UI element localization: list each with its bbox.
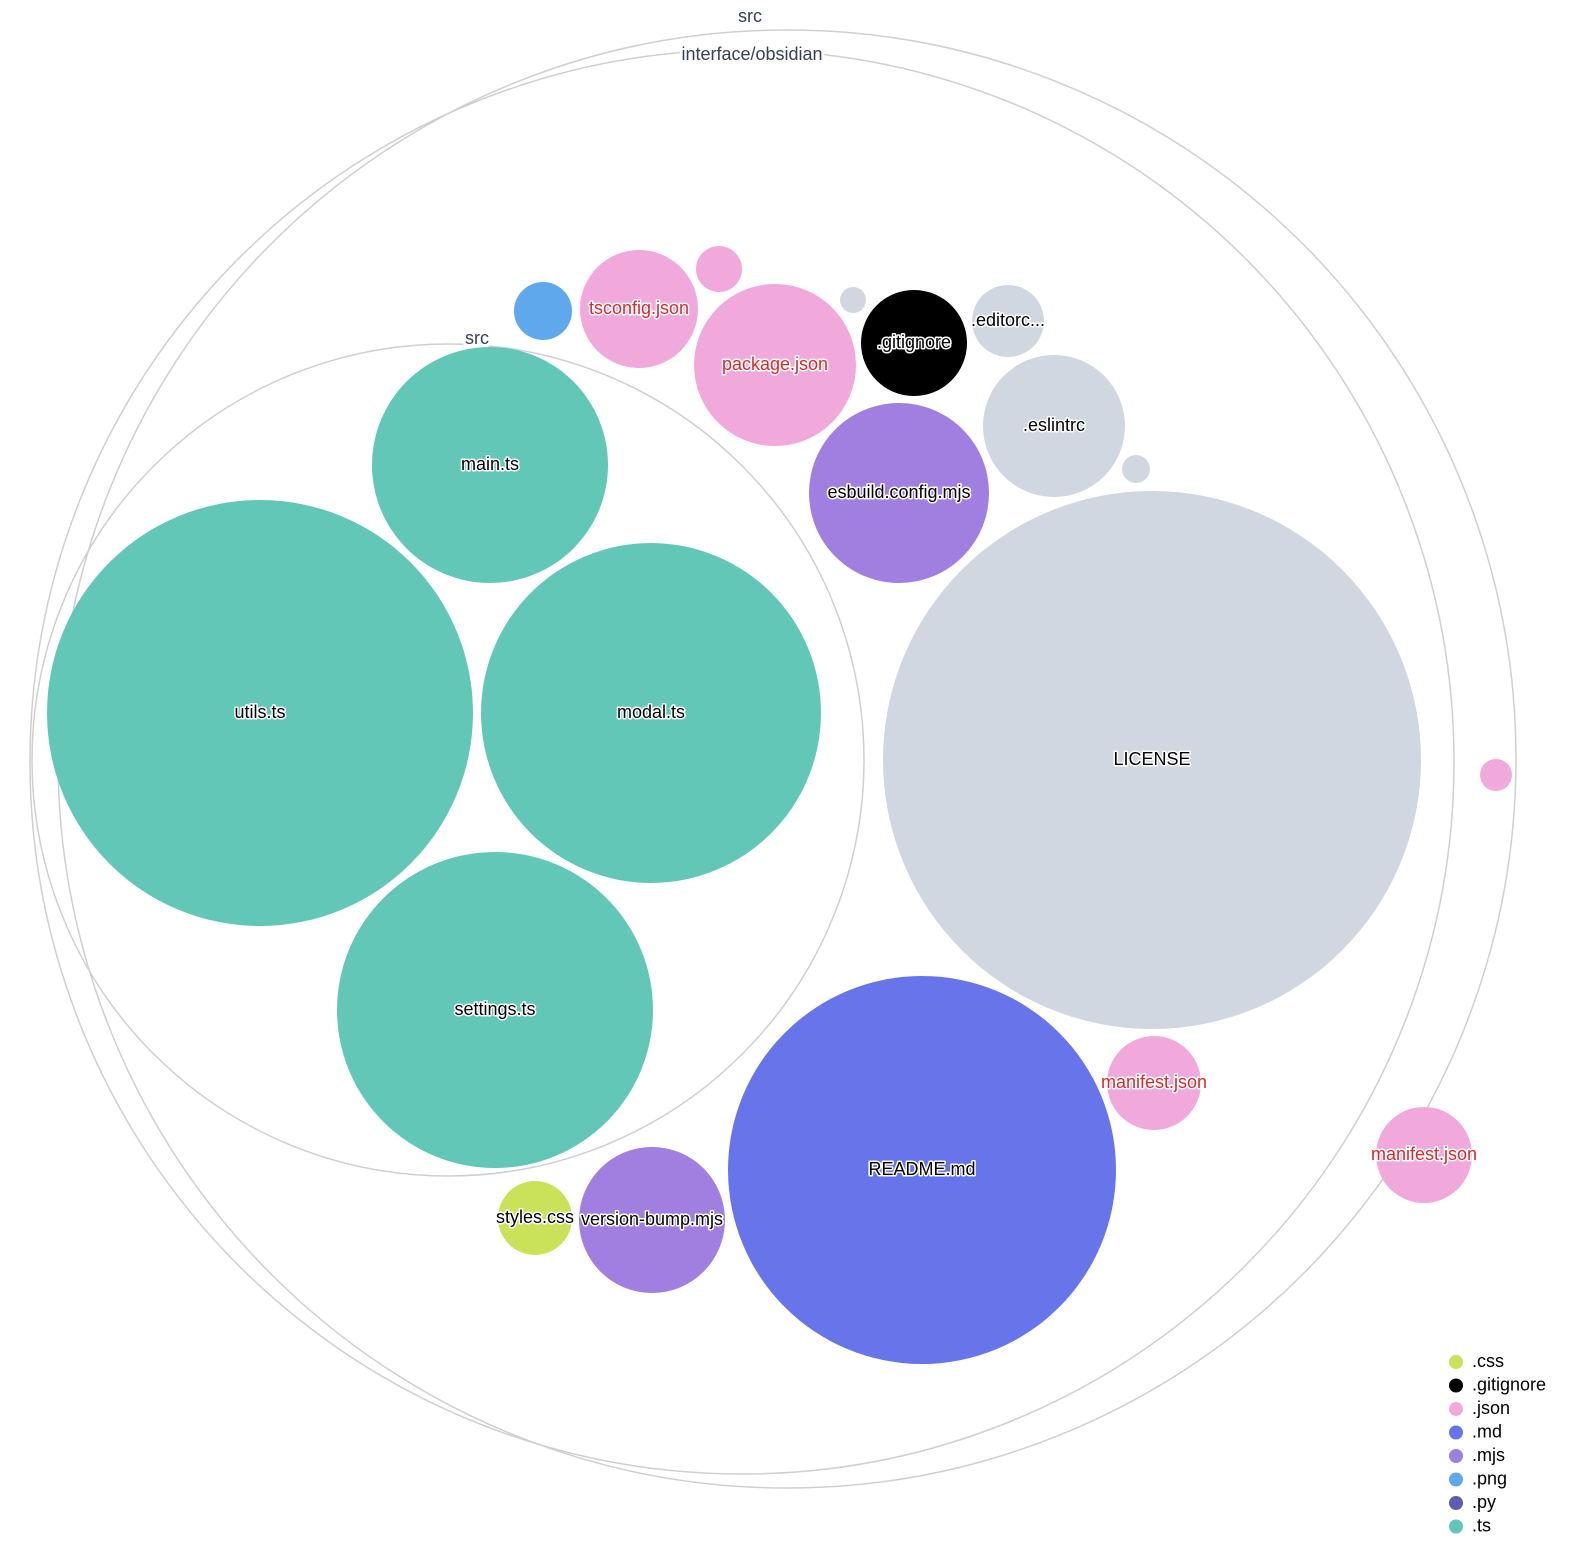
legend-swatch xyxy=(1449,1355,1463,1369)
legend-swatch xyxy=(1449,1402,1463,1416)
file-label: LICENSE xyxy=(1113,749,1190,769)
file-circle[interactable] xyxy=(1122,455,1150,483)
file-label: tsconfig.json xyxy=(589,298,689,318)
folder-label: interface/obsidian xyxy=(681,44,822,64)
legend-label: .ts xyxy=(1472,1515,1491,1535)
folder-circle[interactable] xyxy=(31,343,865,1177)
file-circle[interactable] xyxy=(983,355,1125,497)
file-label: main.ts xyxy=(461,454,519,474)
file-circle[interactable] xyxy=(337,852,653,1168)
file-circle[interactable] xyxy=(372,347,608,583)
file-circle[interactable] xyxy=(694,284,856,446)
file-circle[interactable] xyxy=(840,287,866,313)
file-label: README.md xyxy=(868,1159,975,1179)
file-label: version-bump.mjs xyxy=(581,1209,723,1229)
file-circle[interactable] xyxy=(579,1147,725,1293)
file-label: .editorc... xyxy=(971,310,1045,330)
file-circle[interactable] xyxy=(1376,1107,1472,1203)
legend-label: .mjs xyxy=(1472,1445,1505,1465)
file-circle[interactable] xyxy=(1480,759,1512,791)
legend-label: .json xyxy=(1472,1398,1510,1418)
file-circle[interactable] xyxy=(498,1181,572,1255)
file-circle[interactable] xyxy=(481,543,821,883)
file-label: manifest.json xyxy=(1371,1144,1477,1164)
file-circle[interactable] xyxy=(861,290,967,396)
file-circle[interactable] xyxy=(809,403,989,583)
file-circle[interactable] xyxy=(972,285,1044,357)
legend-label: .css xyxy=(1472,1351,1504,1371)
legend-label: .md xyxy=(1472,1421,1502,1441)
file-label: modal.ts xyxy=(617,702,685,722)
folder-label: src xyxy=(738,6,762,26)
legend-swatch xyxy=(1449,1519,1463,1534)
file-label: esbuild.config.mjs xyxy=(827,482,970,502)
legend-swatch xyxy=(1449,1496,1463,1510)
legend-swatch xyxy=(1449,1472,1463,1487)
file-label: .gitignore xyxy=(877,332,951,352)
legend-label: .png xyxy=(1472,1468,1507,1488)
file-circle[interactable] xyxy=(696,246,742,292)
file-label: .eslintrc xyxy=(1023,415,1085,435)
file-circle[interactable] xyxy=(1107,1036,1201,1130)
legend-label: .py xyxy=(1472,1492,1496,1512)
file-circle[interactable] xyxy=(728,976,1116,1364)
file-label: manifest.json xyxy=(1101,1072,1207,1092)
file-circle[interactable] xyxy=(883,491,1421,1029)
legend-swatch xyxy=(1449,1449,1463,1463)
file-circle[interactable] xyxy=(47,500,473,926)
file-label: utils.ts xyxy=(234,702,285,722)
folder-circle[interactable] xyxy=(29,49,1455,1475)
folder-label: src xyxy=(465,328,489,348)
file-circle[interactable] xyxy=(580,250,698,368)
file-label: package.json xyxy=(722,354,828,374)
legend-swatch xyxy=(1449,1425,1463,1440)
legend: .css .gitignore .json .md .mjs .png .py .ts xyxy=(1449,1351,1546,1535)
legend-label: .gitignore xyxy=(1472,1374,1546,1394)
file-label: settings.ts xyxy=(454,999,535,1019)
file-circle[interactable] xyxy=(514,282,572,340)
legend-swatch xyxy=(1449,1378,1463,1393)
file-label: styles.css xyxy=(496,1207,574,1227)
